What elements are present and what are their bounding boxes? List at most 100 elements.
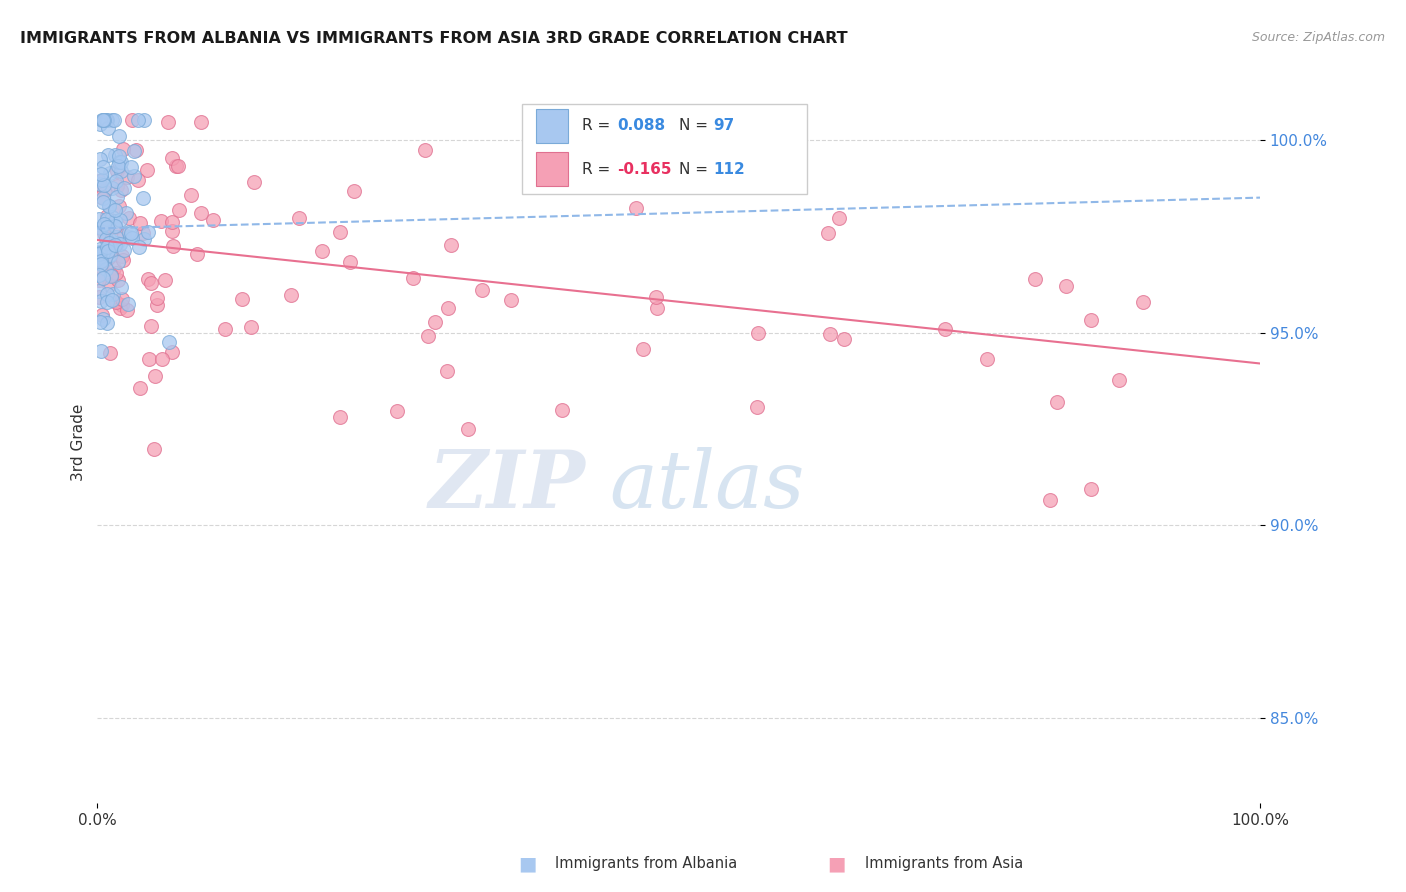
- Point: [976, 352, 998, 367]
- Text: R =: R =: [582, 119, 616, 134]
- Point: [89, 117, 111, 131]
- Point: [104, 237, 127, 252]
- Point: [117, 296, 139, 310]
- Point: [387, 404, 409, 418]
- Point: [94, 231, 117, 245]
- Point: [104, 219, 127, 234]
- Point: [416, 329, 439, 343]
- Point: [110, 164, 132, 178]
- Point: [329, 409, 352, 424]
- Point: [127, 113, 149, 128]
- Point: [231, 292, 253, 306]
- Point: [165, 159, 187, 173]
- Point: [104, 219, 127, 233]
- Point: [89, 315, 111, 329]
- Point: [89, 242, 111, 256]
- Point: [1132, 294, 1154, 309]
- Point: [186, 246, 208, 260]
- Point: [745, 400, 768, 414]
- Point: [87, 226, 110, 240]
- Point: [115, 206, 138, 220]
- Point: [101, 286, 124, 301]
- Point: [87, 289, 110, 303]
- Point: [101, 181, 124, 195]
- Point: [91, 194, 114, 209]
- Point: [98, 278, 121, 293]
- Point: [96, 261, 118, 276]
- Point: [108, 213, 131, 227]
- Point: [93, 113, 115, 128]
- Point: [471, 283, 494, 297]
- Point: [128, 216, 150, 230]
- Text: Source: ZipAtlas.com: Source: ZipAtlas.com: [1251, 31, 1385, 45]
- Point: [645, 301, 668, 315]
- Point: [747, 326, 769, 340]
- Point: [162, 239, 184, 253]
- Point: [107, 272, 129, 286]
- Point: [101, 210, 124, 224]
- Point: [105, 235, 128, 250]
- Point: [1054, 278, 1077, 293]
- Point: [120, 160, 142, 174]
- Point: [90, 167, 112, 181]
- Point: [90, 251, 112, 265]
- Point: [142, 442, 165, 456]
- Point: [132, 191, 155, 205]
- Point: [1024, 272, 1046, 286]
- Point: [1039, 493, 1062, 508]
- Point: [91, 191, 114, 205]
- Point: [150, 214, 173, 228]
- Point: [280, 287, 302, 301]
- Point: [96, 211, 118, 226]
- Point: [98, 166, 121, 180]
- Point: [96, 286, 118, 301]
- Point: [91, 255, 114, 269]
- Point: [97, 251, 120, 265]
- Text: Immigrants from Asia: Immigrants from Asia: [865, 856, 1024, 871]
- Point: [97, 120, 120, 135]
- Point: [160, 225, 183, 239]
- Point: [817, 226, 839, 240]
- Point: [128, 240, 150, 254]
- Point: [97, 148, 120, 162]
- Text: 112: 112: [714, 161, 745, 177]
- Point: [160, 215, 183, 229]
- Point: [156, 114, 179, 128]
- Point: [136, 272, 159, 286]
- Point: [146, 297, 169, 311]
- Text: ■: ■: [517, 854, 537, 873]
- Point: [90, 173, 112, 187]
- Point: [104, 266, 127, 280]
- Point: [132, 226, 155, 240]
- Point: [121, 231, 143, 245]
- Point: [118, 229, 141, 244]
- Point: [1046, 394, 1069, 409]
- Text: 0.088: 0.088: [617, 119, 665, 134]
- Point: [103, 260, 125, 275]
- Point: [97, 244, 120, 259]
- Point: [91, 312, 114, 326]
- Point: [120, 226, 142, 240]
- Point: [129, 381, 152, 395]
- Point: [1080, 483, 1102, 497]
- Point: [94, 113, 117, 128]
- Point: [146, 291, 169, 305]
- Point: [108, 301, 131, 315]
- Point: [152, 351, 174, 366]
- Point: [91, 308, 114, 322]
- Point: [98, 235, 121, 249]
- Point: [160, 345, 183, 359]
- Point: [110, 183, 132, 197]
- Point: [90, 293, 112, 308]
- Point: [436, 364, 458, 378]
- Point: [202, 212, 225, 227]
- Point: [136, 226, 159, 240]
- Point: [139, 276, 162, 290]
- Point: [644, 290, 666, 304]
- Point: [107, 199, 129, 213]
- Point: [138, 351, 160, 366]
- Point: [834, 332, 856, 346]
- Text: ■: ■: [827, 854, 846, 873]
- Point: [167, 202, 190, 217]
- Point: [96, 218, 118, 232]
